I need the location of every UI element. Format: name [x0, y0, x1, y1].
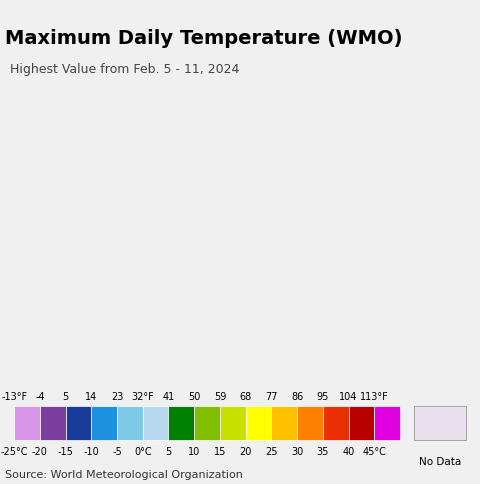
Text: 40: 40 — [342, 446, 355, 455]
Bar — [91, 406, 117, 440]
Text: No Data: No Data — [419, 456, 461, 466]
Text: Maximum Daily Temperature (WMO): Maximum Daily Temperature (WMO) — [5, 30, 402, 48]
Text: 0°C: 0°C — [134, 446, 152, 455]
Text: 86: 86 — [291, 391, 303, 401]
Text: 41: 41 — [162, 391, 175, 401]
Text: 35: 35 — [317, 446, 329, 455]
Bar — [194, 406, 220, 440]
Text: -25°C: -25°C — [0, 446, 28, 455]
Text: -13°F: -13°F — [1, 391, 27, 401]
Text: 104: 104 — [339, 391, 358, 401]
Bar — [143, 406, 168, 440]
Bar — [374, 406, 400, 440]
Bar — [117, 406, 143, 440]
Text: 25: 25 — [265, 446, 277, 455]
Text: 15: 15 — [214, 446, 226, 455]
Bar — [220, 406, 246, 440]
Text: 68: 68 — [240, 391, 252, 401]
Text: -20: -20 — [32, 446, 48, 455]
Text: 10: 10 — [188, 446, 200, 455]
Bar — [246, 406, 271, 440]
Bar — [14, 406, 40, 440]
Text: 113°F: 113°F — [360, 391, 389, 401]
Text: -4: -4 — [35, 391, 45, 401]
Text: 14: 14 — [85, 391, 97, 401]
Bar — [414, 406, 466, 440]
Text: -15: -15 — [58, 446, 73, 455]
Text: 30: 30 — [291, 446, 303, 455]
Text: Source: World Meteorological Organization: Source: World Meteorological Organizatio… — [5, 469, 243, 479]
Text: 95: 95 — [317, 391, 329, 401]
Text: 77: 77 — [265, 391, 277, 401]
Text: 5: 5 — [62, 391, 69, 401]
Bar — [348, 406, 374, 440]
Text: 20: 20 — [240, 446, 252, 455]
Text: 45°C: 45°C — [362, 446, 386, 455]
Text: 5: 5 — [166, 446, 172, 455]
Text: 32°F: 32°F — [132, 391, 154, 401]
Text: -5: -5 — [112, 446, 122, 455]
Bar — [297, 406, 323, 440]
Text: 59: 59 — [214, 391, 226, 401]
Bar — [66, 406, 91, 440]
Text: -10: -10 — [84, 446, 99, 455]
Text: 23: 23 — [111, 391, 123, 401]
Bar — [168, 406, 194, 440]
Bar — [40, 406, 66, 440]
Text: Highest Value from Feb. 5 - 11, 2024: Highest Value from Feb. 5 - 11, 2024 — [10, 63, 239, 76]
Text: 50: 50 — [188, 391, 201, 401]
Bar — [271, 406, 297, 440]
Bar — [323, 406, 348, 440]
